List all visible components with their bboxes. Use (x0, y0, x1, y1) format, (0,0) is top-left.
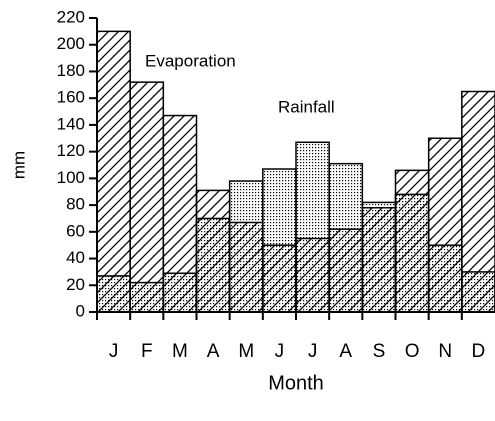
bar (461, 90, 495, 313)
bar (228, 221, 264, 313)
x-tick-label: O (405, 341, 420, 362)
x-tick-label: J (109, 341, 119, 362)
x-tick-label: J (275, 341, 285, 362)
bar (96, 30, 131, 313)
y-tick-label: 80 (66, 195, 85, 214)
y-axis-label: mm (9, 151, 28, 179)
bar (361, 207, 397, 313)
x-tick-label: N (438, 341, 452, 362)
label-bg (276, 98, 330, 118)
annotation: Evaporation (145, 51, 236, 70)
bar (394, 169, 430, 313)
y-tick-label: 120 (57, 141, 85, 160)
y-tick-label: 60 (66, 221, 85, 240)
bar (195, 189, 231, 313)
bar (162, 114, 198, 313)
x-tick-label: D (472, 341, 486, 362)
bar (427, 137, 463, 313)
x-tick-label: J (308, 341, 318, 362)
y-tick-label: 0 (76, 301, 85, 320)
y-tick-label: 20 (66, 275, 85, 294)
x-tick-label: M (238, 341, 254, 362)
x-tick-label: F (141, 341, 153, 362)
x-tick-label: S (373, 341, 386, 362)
y-tick-label: 40 (66, 248, 85, 267)
bar (129, 81, 165, 313)
y-tick-label: 200 (57, 34, 85, 53)
x-tick-label: A (339, 341, 352, 362)
x-tick-label: M (172, 341, 188, 362)
x-axis-label: Month (268, 372, 324, 394)
y-tick-label: 100 (57, 168, 85, 187)
y-tick-label: 180 (57, 61, 85, 80)
bar (295, 237, 330, 313)
y-tick-label: 220 (57, 7, 85, 26)
y-tick-label: 160 (57, 88, 85, 107)
bar (262, 244, 297, 313)
x-tick-label: A (207, 341, 220, 362)
annotation: Rainfall (278, 97, 335, 116)
bar (328, 228, 364, 313)
y-tick-label: 140 (57, 114, 85, 133)
